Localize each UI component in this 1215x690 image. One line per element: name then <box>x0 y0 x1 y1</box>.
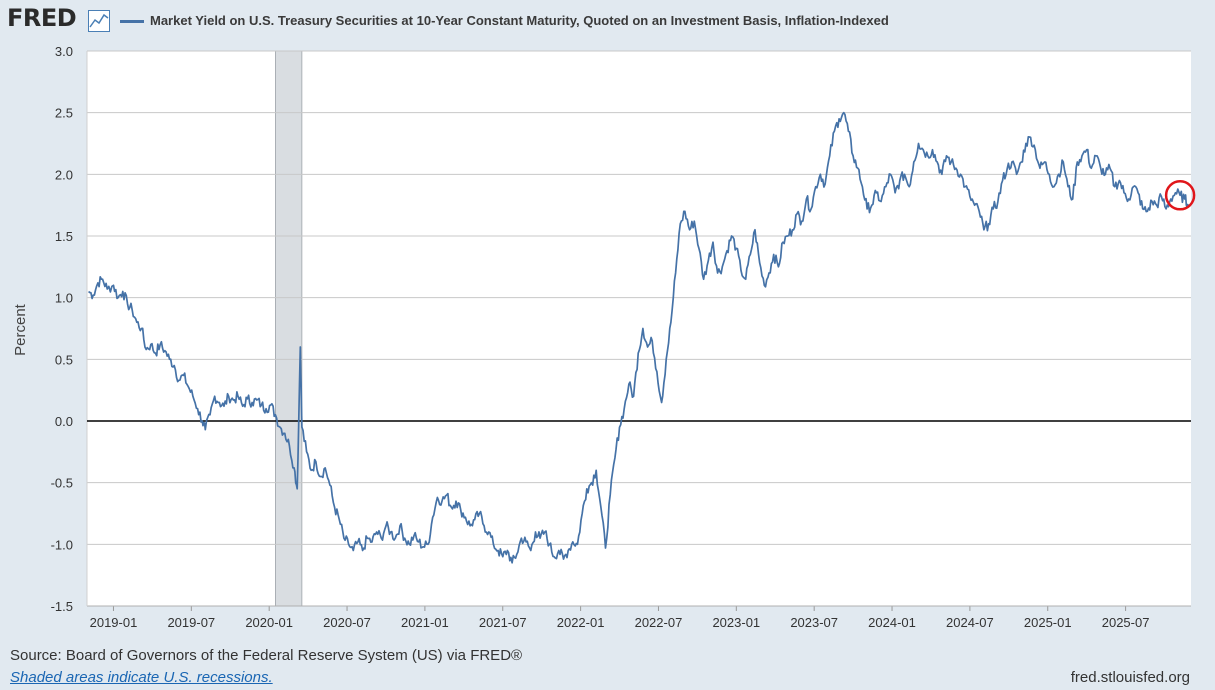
line-chart: 3.0 2.5 2.0 1.5 1.0 0.5 0.0 -0.5 -1.0 -1.5 2019-0… <box>12 44 1196 630</box>
x-tick-label: 2019-07 <box>167 615 215 630</box>
x-tick-label: 2022-01 <box>557 615 605 630</box>
x-tick-label: 2022-07 <box>635 615 683 630</box>
y-tick-label: 2.5 <box>55 106 73 121</box>
y-tick-label: -0.5 <box>51 476 73 491</box>
y-tick-label: 1.0 <box>55 291 73 306</box>
y-tick-label: 0.5 <box>55 352 73 367</box>
recession-layer <box>275 50 303 607</box>
y-tick-label: 0.0 <box>55 414 73 429</box>
line-chart-icon <box>88 10 110 32</box>
recession-band <box>275 50 303 607</box>
x-tick-label: 2020-01 <box>245 615 293 630</box>
y-tick-label: 2.0 <box>55 167 73 182</box>
fred-logo[interactable]: FRED <box>7 4 77 32</box>
x-tick-label: 2025-07 <box>1102 615 1150 630</box>
series-line <box>88 111 1189 564</box>
y-tick-label: 3.0 <box>55 44 73 59</box>
x-tick-label: 2023-01 <box>712 615 760 630</box>
plot-area <box>87 51 1191 606</box>
x-tick-label: 2025-01 <box>1024 615 1072 630</box>
site-url[interactable]: fred.stlouisfed.org <box>1070 669 1190 686</box>
x-axis: 2019-01 2019-07 2020-01 2020-07 2021-01 2021-… <box>86 51 1191 630</box>
x-tick-label: 2024-07 <box>946 615 994 630</box>
y-tick-label: -1.0 <box>51 537 73 552</box>
y-axis-label: Percent <box>12 303 29 356</box>
highlight-circle <box>1164 180 1196 211</box>
series-title: Market Yield on U.S. Treasury Securities… <box>150 13 889 28</box>
chart-header: FRED Market Yield on U.S. Treasury Secur… <box>0 0 1215 40</box>
x-tick-label: 2021-07 <box>479 615 527 630</box>
source-note: Source: Board of Governors of the Federa… <box>10 647 523 664</box>
y-tick-label: 1.5 <box>55 229 73 244</box>
recession-note-link[interactable]: Shaded areas indicate U.S. recessions. <box>10 669 273 686</box>
y-axis: 3.0 2.5 2.0 1.5 1.0 0.5 0.0 -0.5 -1.0 -1.5 <box>51 44 73 614</box>
x-tick-label: 2024-01 <box>868 615 916 630</box>
x-tick-label: 2019-01 <box>90 615 138 630</box>
legend-swatch <box>120 20 144 23</box>
y-tick-label: -1.5 <box>51 599 73 614</box>
x-tick-label: 2023-07 <box>790 615 838 630</box>
x-tick-label: 2020-07 <box>323 615 371 630</box>
x-tick-label: 2021-01 <box>401 615 449 630</box>
